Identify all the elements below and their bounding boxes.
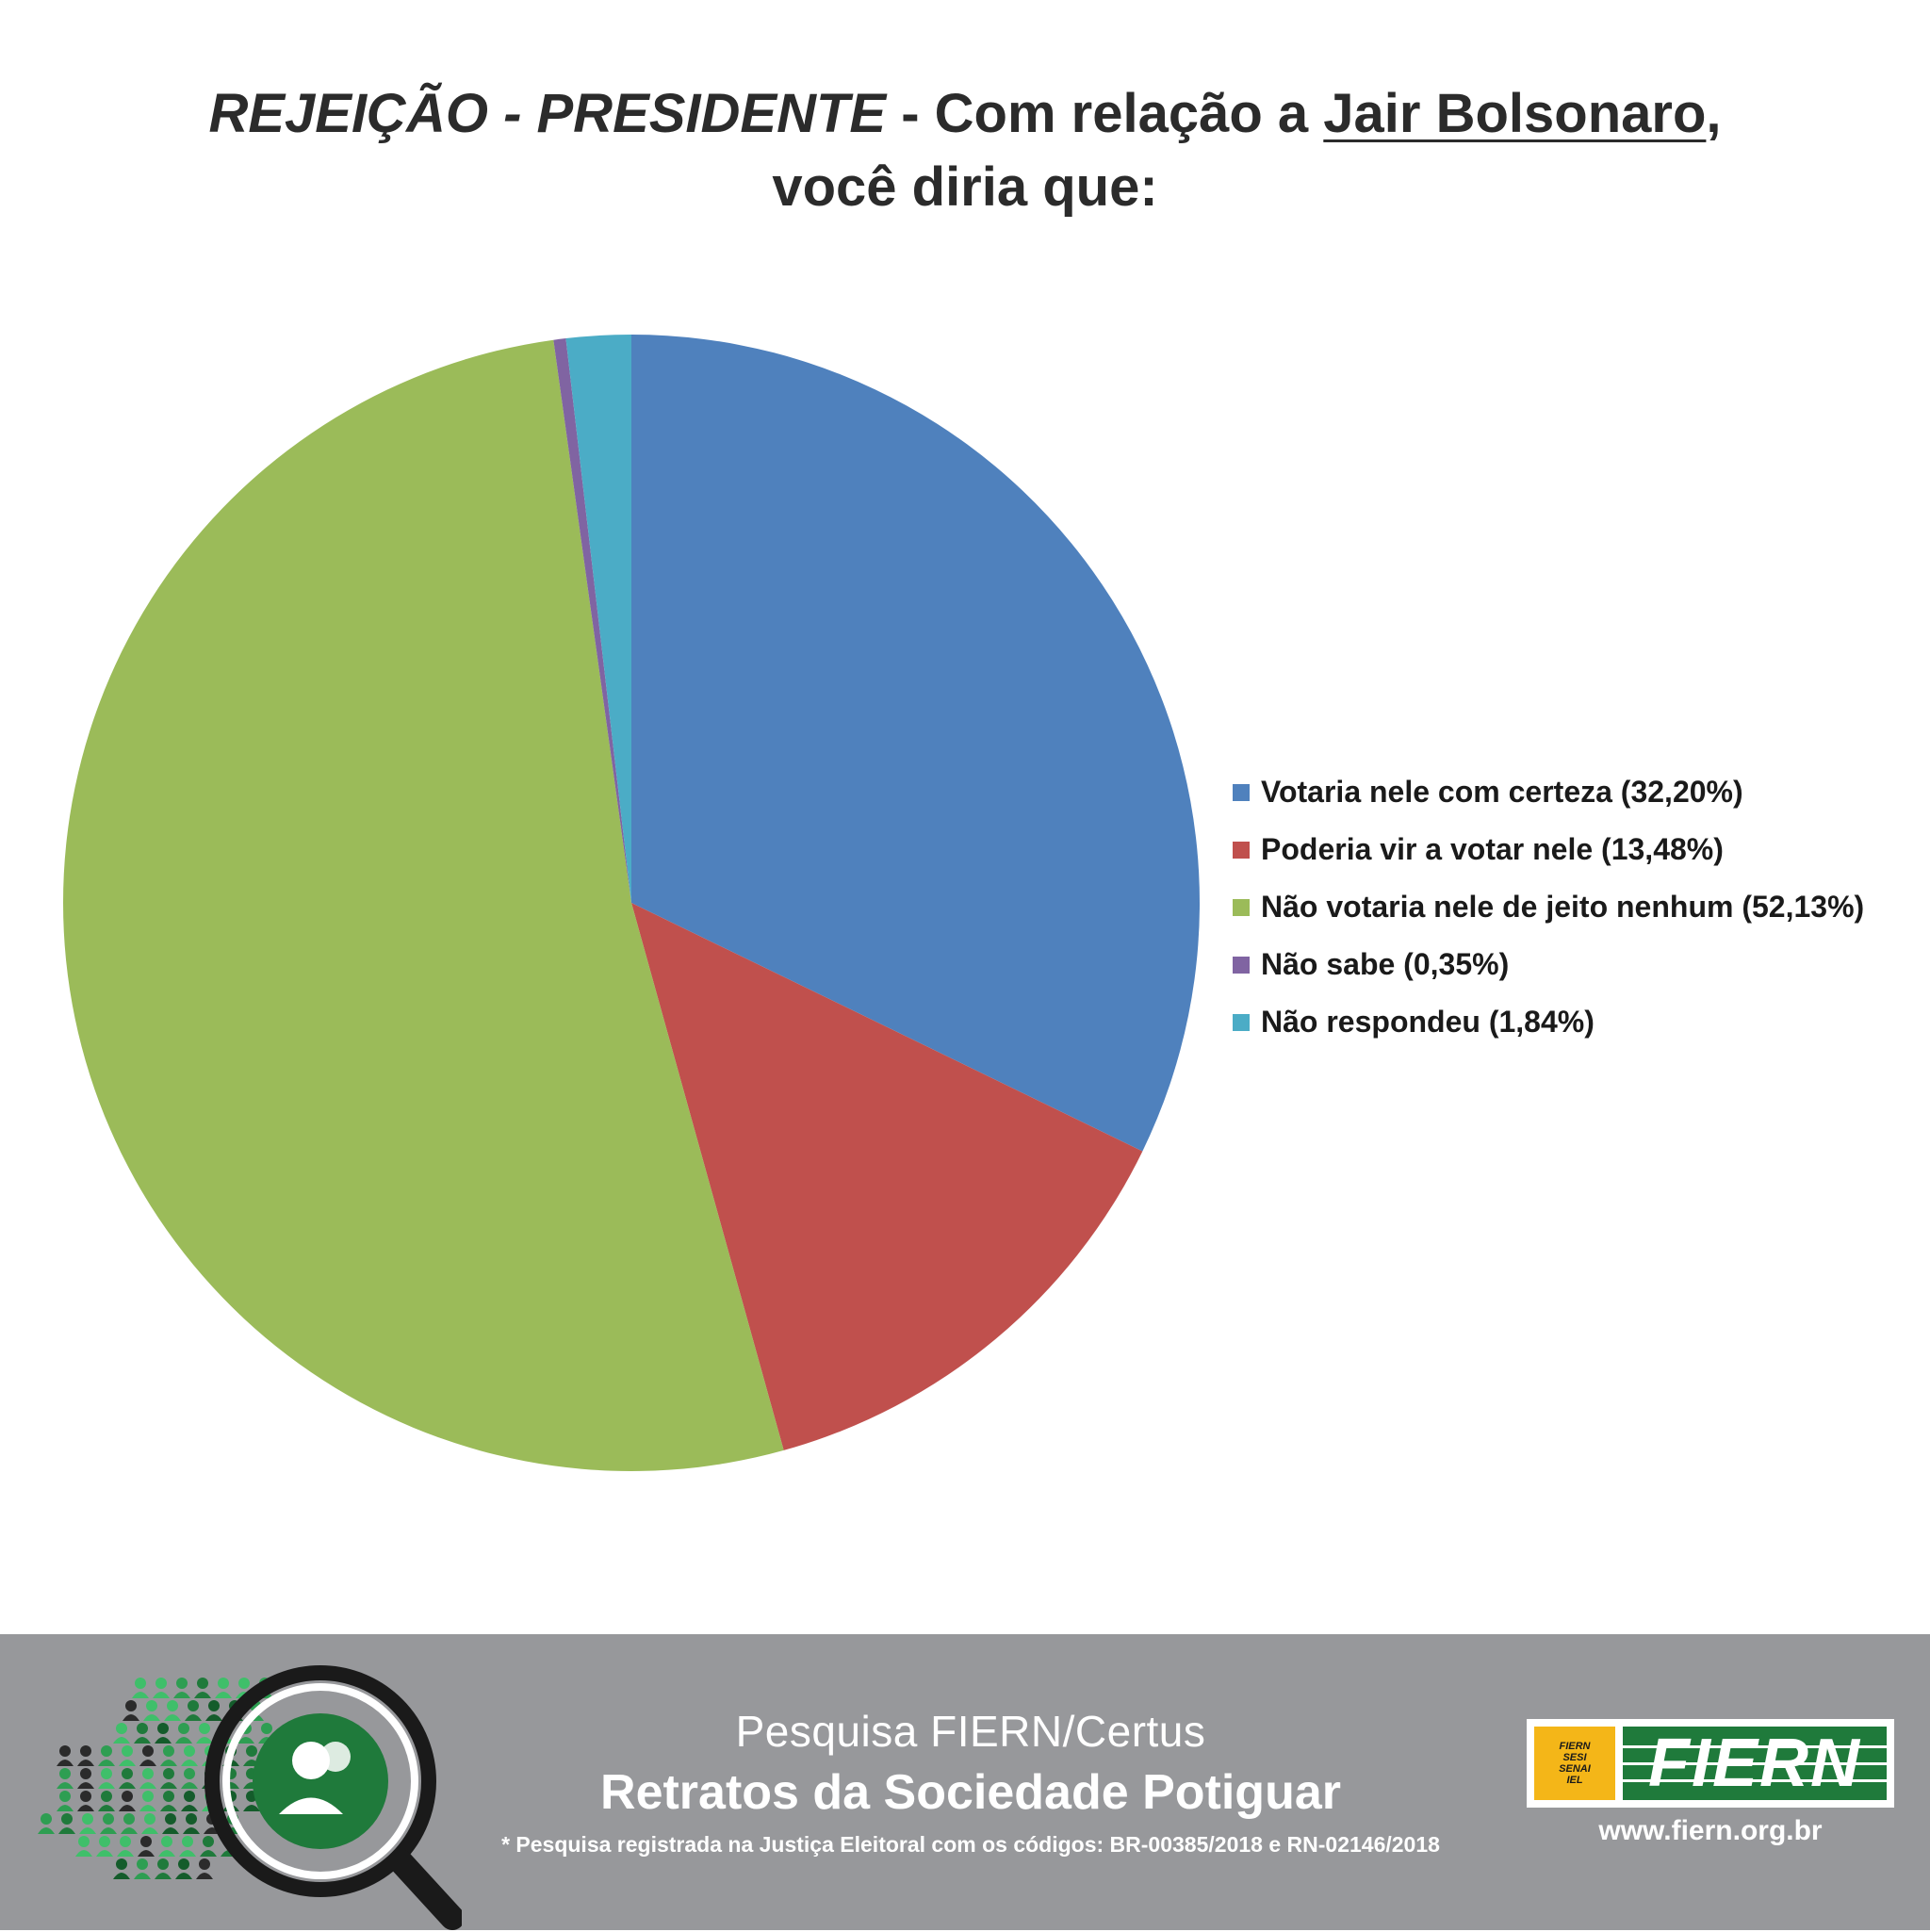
title-text: - Com relação a <box>886 83 1324 144</box>
legend-item-3: Não votaria nele de jeito nenhum (52,13%… <box>1233 878 1864 936</box>
legend-label: Votaria nele com certeza (32,20%) <box>1261 775 1743 809</box>
fiern-logo: FIERN SESI SENAI IEL FIERN <box>1527 1719 1894 1808</box>
badge-text: SESI <box>1562 1752 1587 1763</box>
title-italic: REJEIÇÃO - PRESIDENTE <box>208 83 887 144</box>
legend-label: Não respondeu (1,84%) <box>1261 1005 1595 1039</box>
pie-slice-1 <box>631 335 1200 1152</box>
pie-slice-2 <box>631 903 1143 1450</box>
registration-note: * Pesquisa registrada na Justiça Eleitor… <box>501 1832 1440 1857</box>
survey-series: Retratos da Sociedade Potiguar <box>600 1765 1341 1820</box>
legend-item-5: Não respondeu (1,84%) <box>1233 993 1864 1051</box>
people-magnifier-icon <box>38 1665 462 1930</box>
legend-swatch <box>1233 841 1250 859</box>
title-comma: , <box>1706 83 1722 144</box>
legend-item-4: Não sabe (0,35%) <box>1233 936 1864 993</box>
website-link[interactable]: www.fiern.org.br <box>1598 1815 1823 1846</box>
legend-swatch <box>1233 1013 1250 1031</box>
pie-chart <box>63 335 1200 1471</box>
logo-stripe <box>1623 1745 1887 1748</box>
badge-text: FIERN <box>1559 1741 1591 1752</box>
pie-slice-5 <box>565 335 631 903</box>
chart-legend: Votaria nele com certeza (32,20%) Poderia… <box>1233 763 1864 1051</box>
fiern-system-badge: FIERN SESI SENAI IEL <box>1534 1727 1615 1800</box>
chart-title: REJEIÇÃO - PRESIDENTE - Com relação a Ja… <box>0 77 1930 224</box>
logo-stripe <box>1623 1779 1887 1782</box>
legend-swatch <box>1233 783 1250 801</box>
survey-name: Pesquisa FIERN/Certus <box>735 1707 1206 1756</box>
footer-text-block: Pesquisa FIERN/Certus Retratos da Socied… <box>452 1634 1489 1858</box>
legend-item-2: Poderia vir a votar nele (13,48%) <box>1233 821 1864 878</box>
legend-swatch <box>1233 898 1250 916</box>
pie-slice-3 <box>63 339 784 1471</box>
legend-label: Não sabe (0,35%) <box>1261 947 1510 981</box>
fiern-wordmark: FIERN <box>1623 1727 1887 1800</box>
fiern-word: FIERN <box>1648 1726 1861 1801</box>
pie-slice-4 <box>553 338 631 904</box>
legend-swatch <box>1233 956 1250 974</box>
legend-label: Não votaria nele de jeito nenhum (52,13%… <box>1261 890 1865 924</box>
badge-text: IEL <box>1566 1775 1583 1786</box>
legend-item-1: Votaria nele com certeza (32,20%) <box>1233 763 1864 821</box>
legend-label: Poderia vir a votar nele (13,48%) <box>1261 832 1724 866</box>
title-line-1: REJEIÇÃO - PRESIDENTE - Com relação a Ja… <box>0 77 1930 151</box>
logo-stripe <box>1623 1762 1887 1765</box>
footer-banner: Pesquisa FIERN/Certus Retratos da Socied… <box>0 1634 1930 1930</box>
badge-text: SENAI <box>1559 1763 1591 1775</box>
title-line-2: você diria que: <box>772 156 1158 218</box>
title-underlined-name: Jair Bolsonaro <box>1323 83 1707 144</box>
